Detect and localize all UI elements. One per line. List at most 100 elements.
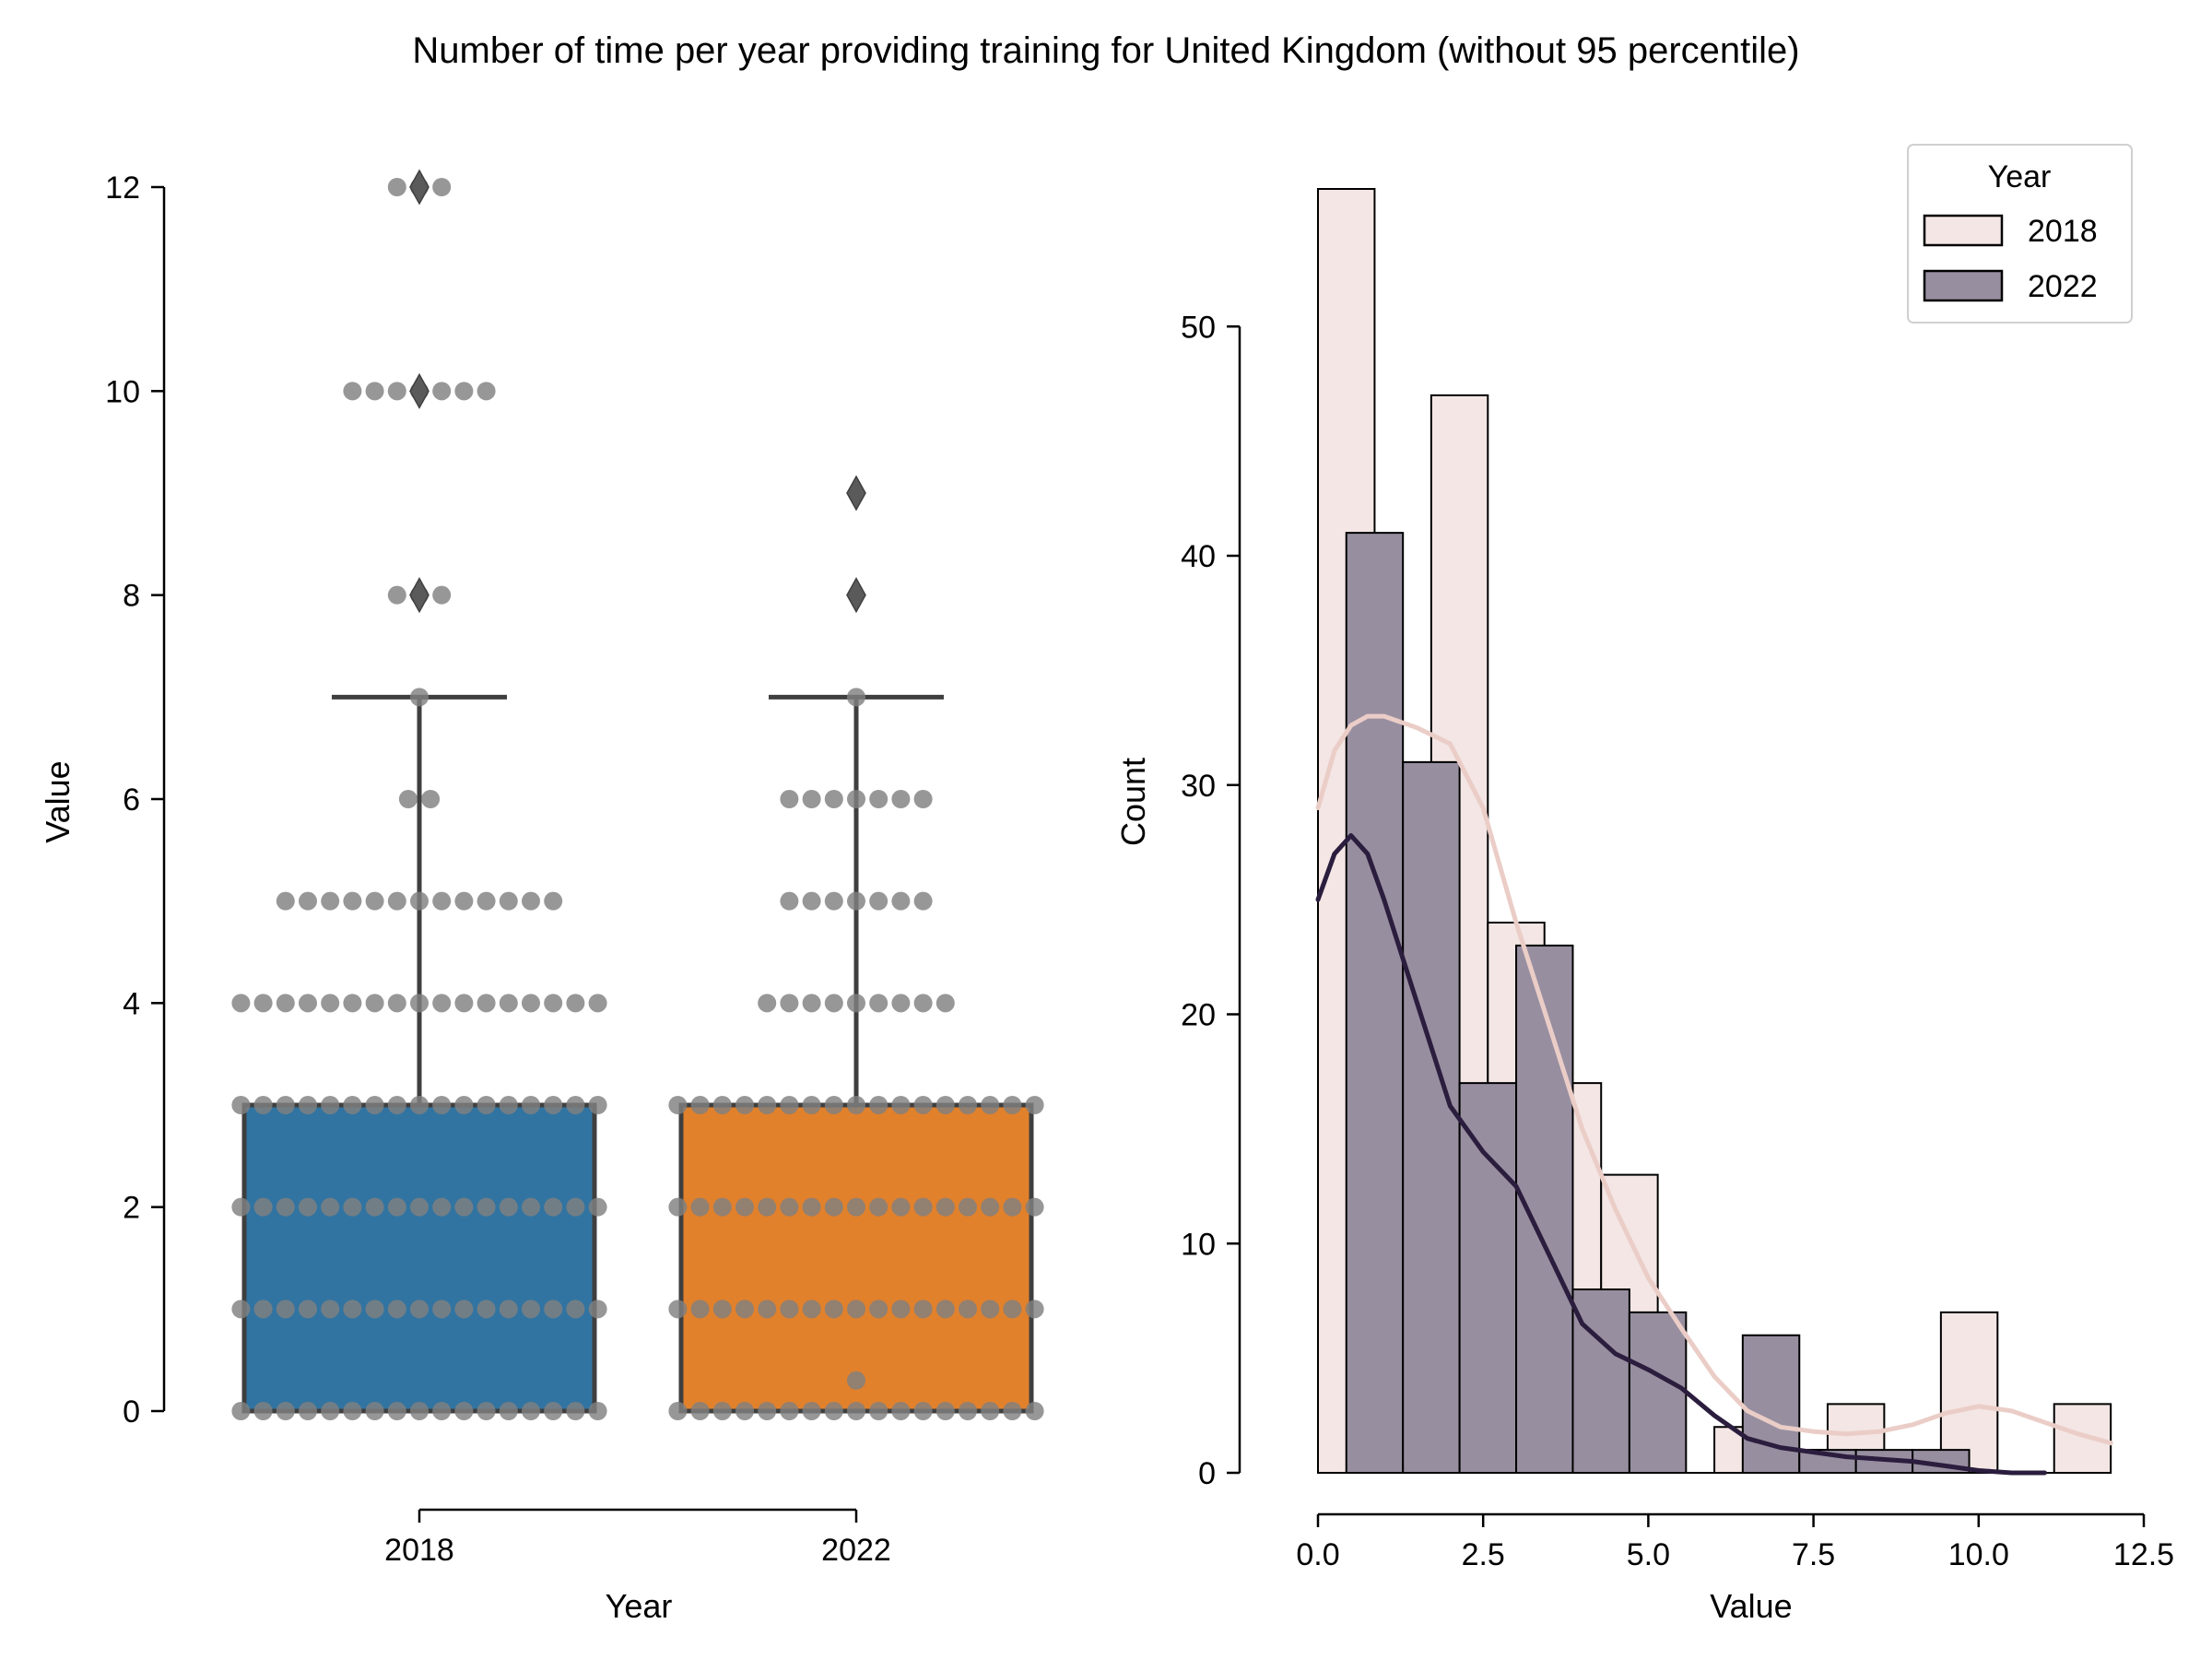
hist-bar	[1402, 760, 1461, 1474]
box-body	[678, 1102, 1034, 1414]
swarm-point	[387, 1300, 406, 1319]
swarm-point	[780, 891, 799, 911]
swarm-point	[869, 994, 888, 1013]
swarm-point	[432, 1300, 452, 1319]
hist-x-tick-label: 7.5	[1792, 1537, 1835, 1572]
swarm-point	[690, 1096, 710, 1114]
legend: Year 2018 2022	[1907, 144, 2133, 324]
box-outlier-marker	[409, 169, 429, 206]
swarm-point	[935, 1402, 955, 1420]
box-y-tick-label: 12	[105, 171, 140, 206]
hist-x-tick-label: 0.0	[1296, 1537, 1339, 1572]
swarm-point	[802, 1197, 821, 1217]
swarm-point	[802, 1300, 821, 1319]
swarm-point	[343, 891, 362, 911]
swarm-point	[780, 994, 799, 1013]
swarm-point	[299, 1096, 317, 1114]
swarm-point	[712, 1197, 732, 1217]
legend-entry-label: 2022	[2028, 269, 2098, 304]
swarm-point	[365, 1300, 384, 1319]
swarm-point	[802, 1402, 821, 1420]
swarm-point	[321, 1096, 340, 1114]
swarm-point	[387, 891, 406, 911]
swarm-point	[387, 1402, 406, 1420]
swarm-point	[499, 1096, 518, 1114]
swarm-point	[824, 790, 843, 808]
swarm-point	[299, 1197, 317, 1217]
legend-swatch	[1923, 269, 2004, 302]
swarm-point	[758, 1096, 777, 1114]
swarm-point	[477, 1402, 496, 1420]
swarm-point	[869, 891, 888, 911]
swarm-point	[869, 790, 888, 808]
swarm-point	[499, 994, 518, 1013]
hist-x-tick-label: 2.5	[1462, 1537, 1505, 1572]
swarm-point	[398, 790, 418, 808]
swarm-point	[477, 382, 496, 401]
swarm-point	[690, 1300, 710, 1319]
swarm-point	[231, 1300, 251, 1319]
swarm-point	[735, 1197, 754, 1217]
swarm-point	[891, 1402, 911, 1420]
swarm-point	[981, 1300, 1000, 1319]
swarm-point	[432, 994, 452, 1013]
swarm-point	[566, 1300, 585, 1319]
swarm-point	[387, 178, 406, 196]
hist-x-tick-label: 5.0	[1627, 1537, 1670, 1572]
swarm-point	[454, 891, 474, 911]
swarm-point	[891, 994, 911, 1013]
swarm-point	[522, 994, 540, 1013]
swarm-point	[913, 1197, 933, 1217]
swarm-point	[891, 1096, 911, 1114]
swarm-point	[847, 891, 865, 911]
swarm-point	[668, 1300, 688, 1319]
swarm-point	[421, 790, 441, 808]
swarm-point	[231, 1096, 251, 1114]
swarm-point	[959, 1096, 977, 1114]
swarm-point	[1003, 1402, 1022, 1420]
swarm-point	[566, 1197, 585, 1217]
swarm-point	[432, 1197, 452, 1217]
swarm-point	[321, 1197, 340, 1217]
swarm-point	[668, 1197, 688, 1217]
hist-y-tick-label: 20	[1181, 998, 1216, 1033]
swarm-point	[544, 1402, 563, 1420]
swarm-point	[588, 1096, 607, 1114]
hist-bar	[1741, 1334, 1801, 1474]
swarm-point	[935, 1096, 955, 1114]
swarm-point	[477, 1096, 496, 1114]
swarm-point	[522, 1096, 540, 1114]
swarm-point	[758, 1197, 777, 1217]
swarm-point	[824, 1402, 843, 1420]
swarm-point	[824, 1300, 843, 1319]
swarm-point	[935, 994, 955, 1013]
swarm-point	[891, 891, 911, 911]
swarm-point	[454, 994, 474, 1013]
swarm-point	[668, 1096, 688, 1114]
hist-bar	[1628, 1311, 1688, 1474]
histogram-panel: Count Value Year 2018 2022 0 10 20 30 40 50 0.0…	[1114, 144, 2174, 1625]
swarm-point	[299, 1402, 317, 1420]
hist-y-tick-label: 30	[1181, 769, 1216, 804]
swarm-point	[454, 382, 474, 401]
swarm-point	[365, 1402, 384, 1420]
swarm-point	[780, 790, 799, 808]
box-outlier-marker	[846, 475, 866, 512]
swarm-point	[1025, 1096, 1044, 1114]
swarm-point	[454, 1300, 474, 1319]
swarm-point	[1025, 1300, 1044, 1319]
kde-curve	[1315, 833, 2047, 1476]
swarm-point	[588, 1197, 607, 1217]
swarm-point	[365, 1096, 384, 1114]
swarm-point	[758, 1402, 777, 1420]
box-y-tick-label: 8	[123, 579, 140, 614]
swarm-point	[410, 688, 429, 707]
swarm-point	[690, 1402, 710, 1420]
swarm-point	[499, 1402, 518, 1420]
swarm-point	[253, 1197, 273, 1217]
box-outlier-marker	[846, 577, 866, 614]
swarm-point	[802, 790, 821, 808]
swarm-point	[802, 1096, 821, 1114]
swarm-point	[847, 994, 865, 1013]
